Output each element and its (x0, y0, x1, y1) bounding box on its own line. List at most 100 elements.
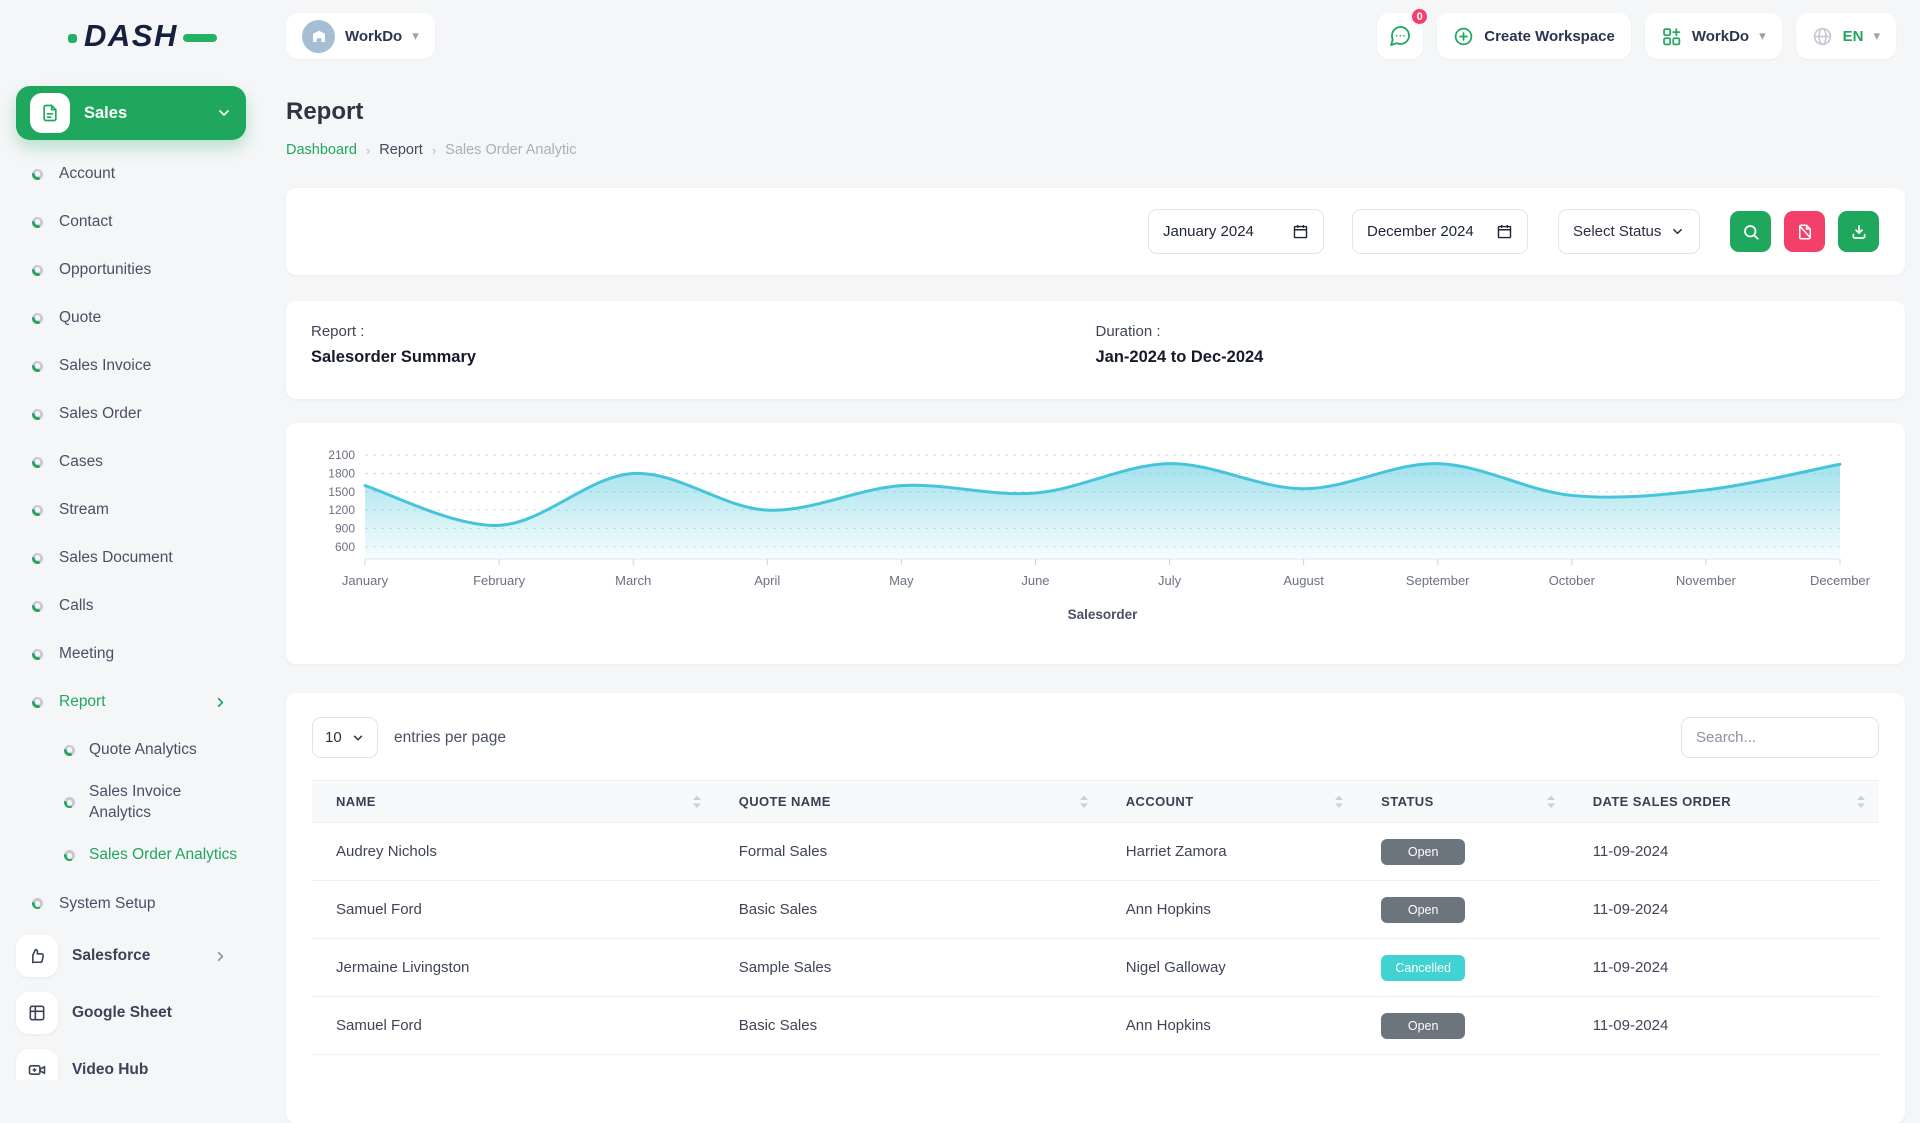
language-code: EN (1843, 28, 1864, 45)
sidebar-item-opportunities[interactable]: Opportunities (16, 246, 246, 294)
svg-text:September: September (1406, 573, 1470, 588)
app-switcher-dropdown[interactable]: WorkDo ▾ (1645, 13, 1782, 59)
sidebar-module-video-hub[interactable]: Video Hub (16, 1042, 246, 1080)
column-header-date-sales-order[interactable]: DATE SALES ORDER (1569, 781, 1879, 823)
bullet-icon (32, 265, 43, 276)
bullet-icon (32, 553, 43, 564)
svg-text:1500: 1500 (328, 485, 355, 499)
end-month-input[interactable]: December 2024 (1352, 209, 1528, 254)
sidebar-module-label: Salesforce (72, 947, 150, 965)
sidebar-item-meeting[interactable]: Meeting (16, 630, 246, 678)
sidebar: Sales Account Contact Opportunities Quote Sa… (0, 72, 262, 1080)
report-label: Report : (311, 323, 1096, 340)
workspace-avatar (302, 20, 335, 53)
table-search-input[interactable] (1681, 717, 1879, 758)
sidebar-item-sales-document[interactable]: Sales Document (16, 534, 246, 582)
sidebar-item-cases[interactable]: Cases (16, 438, 246, 486)
app-switcher-label: WorkDo (1692, 28, 1749, 45)
breadcrumb-dashboard-link[interactable]: Dashboard (286, 142, 357, 158)
cell-quote-name: Basic Sales (715, 997, 1102, 1055)
status-badge: Open (1381, 839, 1465, 865)
column-header-status[interactable]: STATUS (1357, 781, 1569, 823)
workspace-switcher[interactable]: WorkDo ▾ (286, 13, 435, 59)
sidebar-item-account[interactable]: Account (16, 150, 246, 198)
bullet-icon (32, 409, 43, 420)
page-size-value: 10 (325, 729, 351, 746)
svg-text:1200: 1200 (328, 503, 355, 517)
svg-text:2100: 2100 (328, 448, 355, 462)
sidebar-item-quote[interactable]: Quote (16, 294, 246, 342)
page-title: Report (286, 98, 1905, 126)
chat-button[interactable]: 0 (1377, 13, 1423, 59)
sidebar-subitem-quote-analytics[interactable]: Quote Analytics (16, 726, 246, 774)
svg-text:October: October (1549, 573, 1596, 588)
breadcrumb-report[interactable]: Report (379, 142, 423, 158)
sidebar-item-label: Sales Invoice (59, 357, 151, 375)
clear-filter-button[interactable] (1784, 211, 1825, 252)
bullet-icon (32, 457, 43, 468)
language-dropdown[interactable]: EN ▾ (1796, 13, 1896, 59)
sort-icon (1857, 795, 1865, 808)
status-select[interactable]: Select Status (1558, 209, 1700, 254)
sort-icon (1080, 795, 1088, 808)
create-workspace-button[interactable]: Create Workspace (1437, 13, 1631, 59)
status-badge: Open (1381, 1013, 1465, 1039)
sidebar-item-report[interactable]: Report (16, 678, 246, 726)
sidebar-subitem-sales-order-analytics[interactable]: Sales Order Analytics (16, 832, 246, 880)
column-header-quote-name[interactable]: QUOTE NAME (715, 781, 1102, 823)
chat-icon (1388, 24, 1412, 48)
bullet-icon (32, 697, 43, 708)
grid-plus-icon (1661, 26, 1682, 47)
bullet-icon (64, 797, 75, 808)
sidebar-item-calls[interactable]: Calls (16, 582, 246, 630)
sidebar-item-contact[interactable]: Contact (16, 198, 246, 246)
column-header-label: STATUS (1381, 794, 1433, 809)
svg-text:600: 600 (335, 540, 355, 554)
sidebar-item-label: Account (59, 165, 115, 183)
bullet-icon (32, 169, 43, 180)
sidebar-module-sales[interactable]: Sales (16, 86, 246, 140)
chevron-down-icon (1670, 224, 1685, 239)
column-header-label: DATE SALES ORDER (1593, 794, 1731, 809)
cell-quote-name: Basic Sales (715, 881, 1102, 939)
chevron-down-icon: ▾ (1873, 28, 1880, 44)
logo-text: DASH (84, 18, 178, 54)
start-month-input[interactable]: January 2024 (1148, 209, 1324, 254)
sidebar-item-sales-invoice[interactable]: Sales Invoice (16, 342, 246, 390)
svg-text:March: March (615, 573, 651, 588)
dash-logo[interactable]: DASH (68, 18, 258, 54)
search-filter-button[interactable] (1730, 211, 1771, 252)
sidebar-subitem-label: Sales Order Analytics (89, 845, 237, 866)
bullet-icon (64, 745, 75, 756)
status-badge: Cancelled (1381, 955, 1465, 981)
sidebar-item-system-setup[interactable]: System Setup (16, 880, 246, 928)
report-summary-card: Report : Salesorder Summary Duration : J… (286, 301, 1905, 399)
bullet-icon (32, 505, 43, 516)
x-axis-title: Salesorder (1068, 607, 1139, 622)
svg-text:December: December (1810, 573, 1871, 588)
sidebar-subitem-sales-invoice-analytics[interactable]: Sales Invoice Analytics (16, 774, 246, 832)
column-header-name[interactable]: NAME (312, 781, 715, 823)
sidebar-item-label: Contact (59, 213, 112, 231)
sidebar-item-sales-order[interactable]: Sales Order (16, 390, 246, 438)
download-button[interactable] (1838, 211, 1879, 252)
sidebar-module-salesforce[interactable]: Salesforce (16, 928, 246, 985)
svg-text:May: May (889, 573, 914, 588)
svg-text:February: February (473, 573, 526, 588)
sidebar-module-google-sheet[interactable]: Google Sheet (16, 985, 246, 1042)
breadcrumb-current: Sales Order Analytic (445, 142, 576, 158)
logo-dash-icon (183, 34, 217, 42)
sort-icon (693, 795, 701, 808)
chevron-down-icon (216, 105, 232, 121)
sidebar-item-stream[interactable]: Stream (16, 486, 246, 534)
column-header-account[interactable]: ACCOUNT (1102, 781, 1357, 823)
sidebar-item-label: Opportunities (59, 261, 151, 279)
page-size-select[interactable]: 10 (312, 717, 378, 758)
